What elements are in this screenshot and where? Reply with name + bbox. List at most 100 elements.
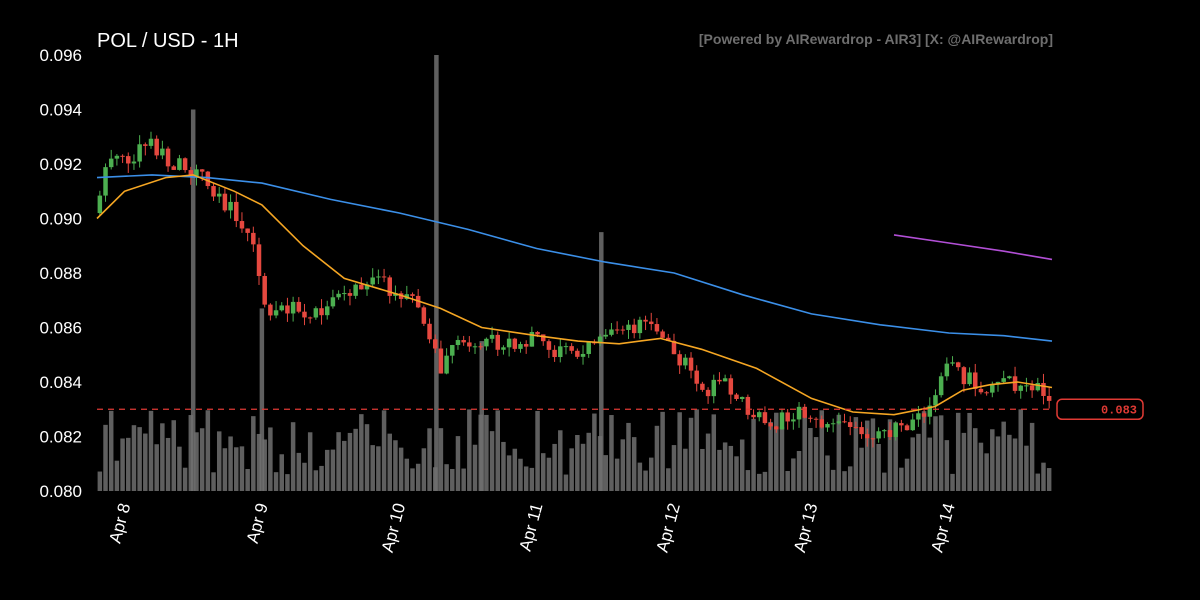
volume-bar [648, 457, 654, 491]
volume-bar [785, 471, 790, 491]
candle-body [137, 144, 142, 162]
volume-bar [239, 446, 245, 491]
volume-bar [455, 436, 461, 491]
volume-bar [654, 425, 660, 491]
candle-body [1041, 383, 1046, 396]
volume-bar [143, 433, 148, 491]
candle-body [762, 412, 768, 424]
candle-body [694, 370, 699, 384]
volume-bar [302, 462, 307, 491]
candle-body [666, 337, 671, 341]
candle-body [938, 376, 944, 396]
volume-bar [978, 442, 984, 491]
candle-body [273, 310, 279, 316]
volume-bar [876, 443, 881, 491]
volume-bar [438, 428, 444, 491]
volume-bar [603, 455, 609, 491]
volume-bar [154, 444, 159, 491]
volume-bar [757, 473, 762, 491]
volume-bar [671, 445, 677, 491]
volume-bar [330, 449, 336, 491]
volume-bar [938, 415, 944, 491]
volume-bar [700, 448, 705, 491]
candle-body [546, 341, 552, 350]
volume-bar [410, 468, 415, 491]
candle-body [182, 158, 188, 171]
volume-bar [984, 453, 989, 491]
candle-body [177, 158, 182, 170]
volume-bar [575, 434, 580, 491]
volume-bar [859, 447, 864, 491]
candle-body [722, 378, 728, 382]
candle-body [336, 293, 341, 298]
volume-bar [512, 448, 518, 491]
candle-body [540, 334, 546, 342]
candle-body [842, 421, 847, 423]
candle-body [461, 340, 466, 343]
y-tick-label: 0.096 [39, 46, 82, 65]
candle-body [626, 324, 631, 330]
candle-body [825, 424, 830, 428]
volume-bar [319, 465, 324, 491]
volume-bar [813, 437, 819, 491]
volume-bar [279, 454, 284, 491]
candle-body [717, 379, 722, 382]
candle-body [637, 319, 643, 334]
candle-body [563, 346, 569, 348]
candle-body [1029, 385, 1035, 391]
volume-bar [103, 424, 108, 491]
candle-body [734, 394, 739, 399]
candle-body [523, 344, 529, 347]
volume-bar [148, 410, 154, 491]
candle-body [381, 276, 387, 278]
candle-body [961, 367, 967, 385]
volume-spike [434, 55, 439, 491]
volume-bar [1001, 421, 1006, 491]
volume-bar [870, 418, 876, 491]
ma-short-line [96, 174, 1053, 416]
y-tick-label: 0.082 [39, 428, 82, 447]
candle-body [973, 372, 978, 389]
candle-body [307, 317, 313, 319]
volume-bar [370, 445, 375, 491]
volume-bar [381, 410, 387, 491]
candle-body [324, 306, 330, 316]
candle-body [199, 169, 205, 172]
candle-body [739, 396, 745, 399]
candle-body [450, 345, 455, 356]
candle-body [529, 331, 535, 347]
candle-body [853, 426, 859, 428]
volume-bar [484, 414, 489, 491]
moving-averages [96, 174, 1053, 416]
volume-bar [592, 413, 597, 491]
candle-body [819, 419, 825, 428]
volume-bar [523, 466, 529, 491]
candle-body [882, 430, 887, 432]
volume-spike [259, 308, 265, 491]
candle-body [103, 167, 108, 196]
volume-bar [376, 446, 381, 491]
candle-body [847, 422, 853, 427]
volume-bar [927, 437, 933, 491]
candle-body [506, 338, 512, 348]
candle-body [1024, 385, 1029, 387]
candle-body [671, 340, 677, 355]
volume-bar [677, 412, 682, 491]
candle-body [796, 406, 802, 420]
candle-body [870, 438, 876, 440]
volume-bar [245, 469, 250, 491]
candle-body [813, 418, 819, 420]
price-line-group: 0.083 [97, 398, 1144, 420]
candle-body [603, 334, 609, 337]
candle-body [785, 412, 790, 422]
candle-body [427, 323, 432, 340]
candle-body [467, 342, 472, 347]
volume-bar [955, 412, 961, 491]
candle-body [319, 308, 324, 316]
candle-body [859, 427, 864, 435]
volume-bar [825, 455, 830, 491]
candle-body [359, 284, 364, 290]
volume-bar [961, 432, 967, 491]
volume-bar [529, 467, 535, 491]
volume-bar [853, 417, 859, 491]
